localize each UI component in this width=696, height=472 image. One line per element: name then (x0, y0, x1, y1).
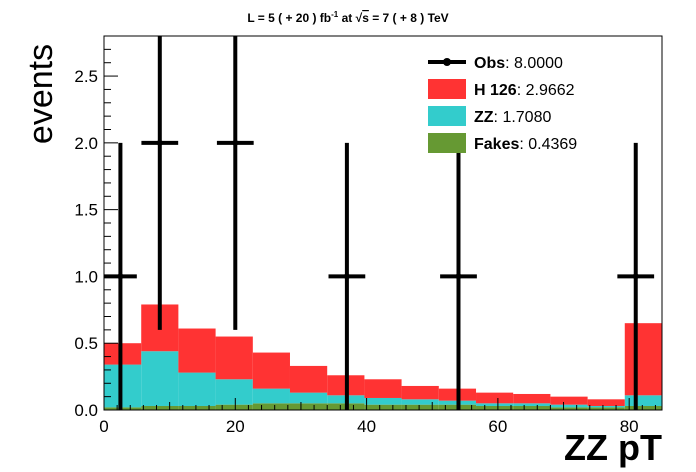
bar-fakes-12 (550, 407, 588, 410)
bar-fakes-1 (141, 405, 179, 410)
bar-zz-10 (476, 403, 514, 406)
x-tick-label-0: 0 (99, 417, 108, 436)
y-tick-label-2: 1.0 (74, 267, 98, 286)
bar-zz-8 (401, 399, 439, 405)
obs-marker-0 (117, 273, 124, 280)
legend-text-obs: Obs: 8.0000 (474, 55, 563, 72)
bar-fakes-14 (624, 405, 662, 410)
title-lumi-exponent: -1 (331, 10, 339, 19)
title-energy-prefix: at (338, 11, 355, 25)
stacked-bars (104, 304, 662, 410)
bar-h-126-4 (252, 352, 290, 389)
y-tick-label-1: 0.5 (74, 334, 98, 353)
bar-h-126-3 (215, 336, 253, 380)
legend-value-fakes: : 0.4369 (519, 136, 577, 153)
bar-h-126-7 (364, 379, 402, 398)
obs-marker-3 (343, 273, 350, 280)
legend-name-fakes: Fakes (474, 136, 519, 153)
bar-h-126-12 (550, 396, 588, 405)
legend-text-h-126: H 126: 2.9662 (474, 82, 575, 99)
legend-swatch-h-126 (428, 79, 466, 99)
bar-fakes-4 (252, 403, 290, 410)
obs-point-3 (328, 142, 366, 410)
bar-fakes-0 (104, 407, 142, 410)
bar-zz-13 (587, 405, 625, 408)
y-tick-label-0: 0.0 (74, 401, 98, 420)
chart-title: L = 5 ( + 20 ) fb-1 at √s = 7 ( + 8 ) Te… (247, 10, 448, 25)
bar-h-126-10 (476, 392, 514, 404)
x-tick-label-4: 80 (620, 417, 639, 436)
bar-h-126-11 (513, 393, 551, 404)
legend-value-h-126: : 2.9662 (517, 82, 575, 99)
x-tick-label-1: 20 (226, 417, 245, 436)
legend-swatch-fakes (428, 133, 466, 153)
legend-text-zz: ZZ: 1.7080 (474, 109, 551, 126)
obs-point-4 (440, 142, 477, 410)
bar-fakes-3 (215, 404, 253, 410)
x-axis-label: ZZ pT (564, 427, 662, 468)
observed-points (104, 36, 655, 410)
legend-value-obs: : 8.0000 (505, 55, 563, 72)
bar-h-126-2 (178, 328, 216, 373)
bar-fakes-8 (401, 404, 439, 410)
legend-value-zz: : 1.7080 (494, 109, 552, 126)
x-tick-label-2: 40 (357, 417, 376, 436)
y-tick-label-5: 2.5 (74, 67, 98, 86)
bar-zz-5 (289, 392, 328, 404)
legend-item-h-126: H 126: 2.9662 (428, 79, 575, 99)
obs-marker-1 (156, 139, 163, 146)
obs-point-5 (617, 142, 655, 410)
obs-marker-2 (232, 139, 239, 146)
bar-fakes-5 (289, 403, 328, 410)
axes: 0 20 40 60 80 0.0 0.5 1.0 1.5 2.0 2.5 (74, 35, 656, 436)
x-tick-label-3: 60 (488, 417, 507, 436)
obs-point-2 (216, 36, 254, 330)
bar-zz-7 (364, 397, 402, 405)
bar-h-126-0 (104, 343, 142, 365)
y-axis-label: events (22, 44, 60, 144)
legend-item-zz: ZZ: 1.7080 (428, 106, 551, 126)
bar-h-126-14 (624, 323, 662, 396)
bar-zz-12 (550, 404, 588, 408)
bar-fakes-10 (476, 405, 514, 410)
obs-marker-4 (455, 273, 462, 280)
bar-zz-4 (252, 388, 290, 404)
title-lumi: L = 5 ( + 20 ) fb (247, 11, 331, 25)
legend-name-zz: ZZ (474, 109, 494, 126)
bar-fakes-2 (178, 405, 216, 410)
bar-zz-2 (178, 372, 216, 406)
y-tick-label-4: 2.0 (74, 134, 98, 153)
title-energy: = 7 ( + 8 ) TeV (369, 11, 449, 25)
bar-zz-11 (513, 403, 551, 406)
y-tick-label-3: 1.5 (74, 201, 98, 220)
bar-zz-0 (104, 364, 142, 408)
legend-text-fakes: Fakes: 0.4369 (474, 136, 577, 153)
bar-zz-1 (141, 351, 179, 406)
legend-item-obs: Obs: 8.0000 (428, 55, 563, 72)
bar-fakes-13 (587, 407, 625, 410)
bar-h-126-13 (587, 399, 625, 406)
bar-h-126-5 (289, 365, 328, 393)
bar-h-126-8 (401, 385, 439, 400)
bar-fakes-7 (364, 404, 402, 410)
title-s: s (362, 11, 369, 25)
title-sqrt: √ (356, 11, 363, 25)
legend-swatch-zz (428, 106, 466, 126)
bar-zz-3 (215, 379, 253, 405)
legend-name-h-126: H 126 (474, 82, 517, 99)
obs-marker-5 (632, 273, 639, 280)
legend-name-obs: Obs (474, 55, 505, 72)
bar-zz-14 (624, 395, 662, 406)
legend-item-fakes: Fakes: 0.4369 (428, 133, 577, 153)
obs-point-1 (141, 36, 179, 330)
bar-fakes-11 (513, 405, 551, 410)
legend: Obs: 8.0000 H 126: 2.9662 ZZ: 1.7080 Fakes:… (428, 55, 577, 153)
legend-marker-obs (443, 58, 451, 66)
